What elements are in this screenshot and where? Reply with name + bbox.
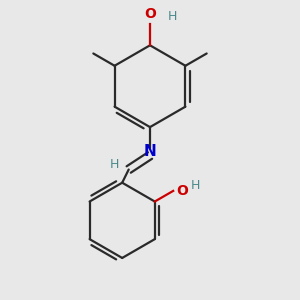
Text: N: N bbox=[144, 144, 156, 159]
Text: H: H bbox=[168, 10, 177, 23]
Text: O: O bbox=[144, 8, 156, 21]
Text: O: O bbox=[176, 184, 188, 198]
Text: H: H bbox=[110, 158, 119, 171]
Text: H: H bbox=[191, 179, 201, 193]
